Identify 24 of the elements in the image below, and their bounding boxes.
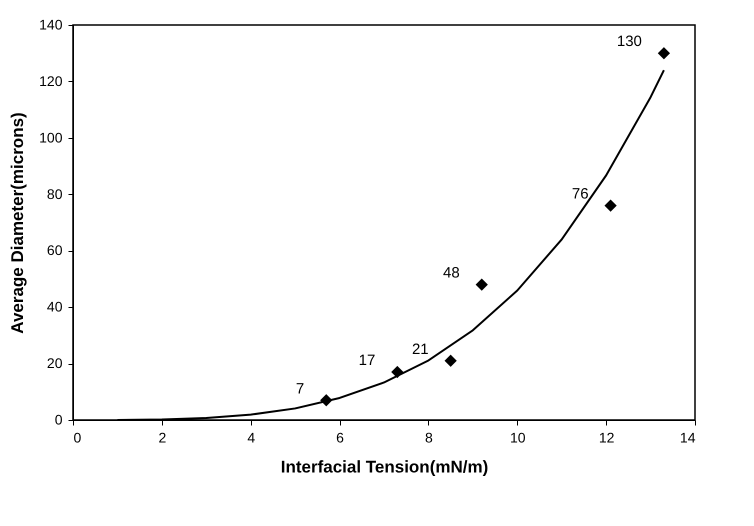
y-tick-label: 20 <box>46 355 63 372</box>
data-label: 130 <box>616 33 642 50</box>
data-label: 17 <box>358 352 376 370</box>
y-tick-label: 0 <box>54 412 63 428</box>
y-tick-label: 80 <box>46 186 63 202</box>
data-label: 76 <box>572 186 589 203</box>
y-axis-title: Average Diameter(microns) <box>8 112 28 334</box>
y-tick-label: 140 <box>39 16 63 32</box>
x-tick-label: 8 <box>425 430 434 446</box>
data-label: 21 <box>412 340 429 358</box>
x-tick-label: 2 <box>158 430 166 446</box>
x-tick-label: 14 <box>680 430 696 446</box>
data-label: 48 <box>443 264 460 282</box>
data-label: 7 <box>296 380 304 398</box>
y-tick-label: 120 <box>39 72 63 89</box>
x-tick-label: 6 <box>336 430 344 446</box>
x-tick-label: 10 <box>510 430 526 446</box>
x-tick-label: 12 <box>598 430 615 446</box>
y-tick-label: 60 <box>46 242 63 258</box>
x-axis-title: Interfacial Tension(mN/m) <box>280 458 488 476</box>
x-tick-label: 4 <box>247 430 256 446</box>
y-tick-label: 40 <box>46 298 63 315</box>
x-tick-label: 0 <box>74 430 82 446</box>
y-tick-label: 100 <box>39 129 63 146</box>
